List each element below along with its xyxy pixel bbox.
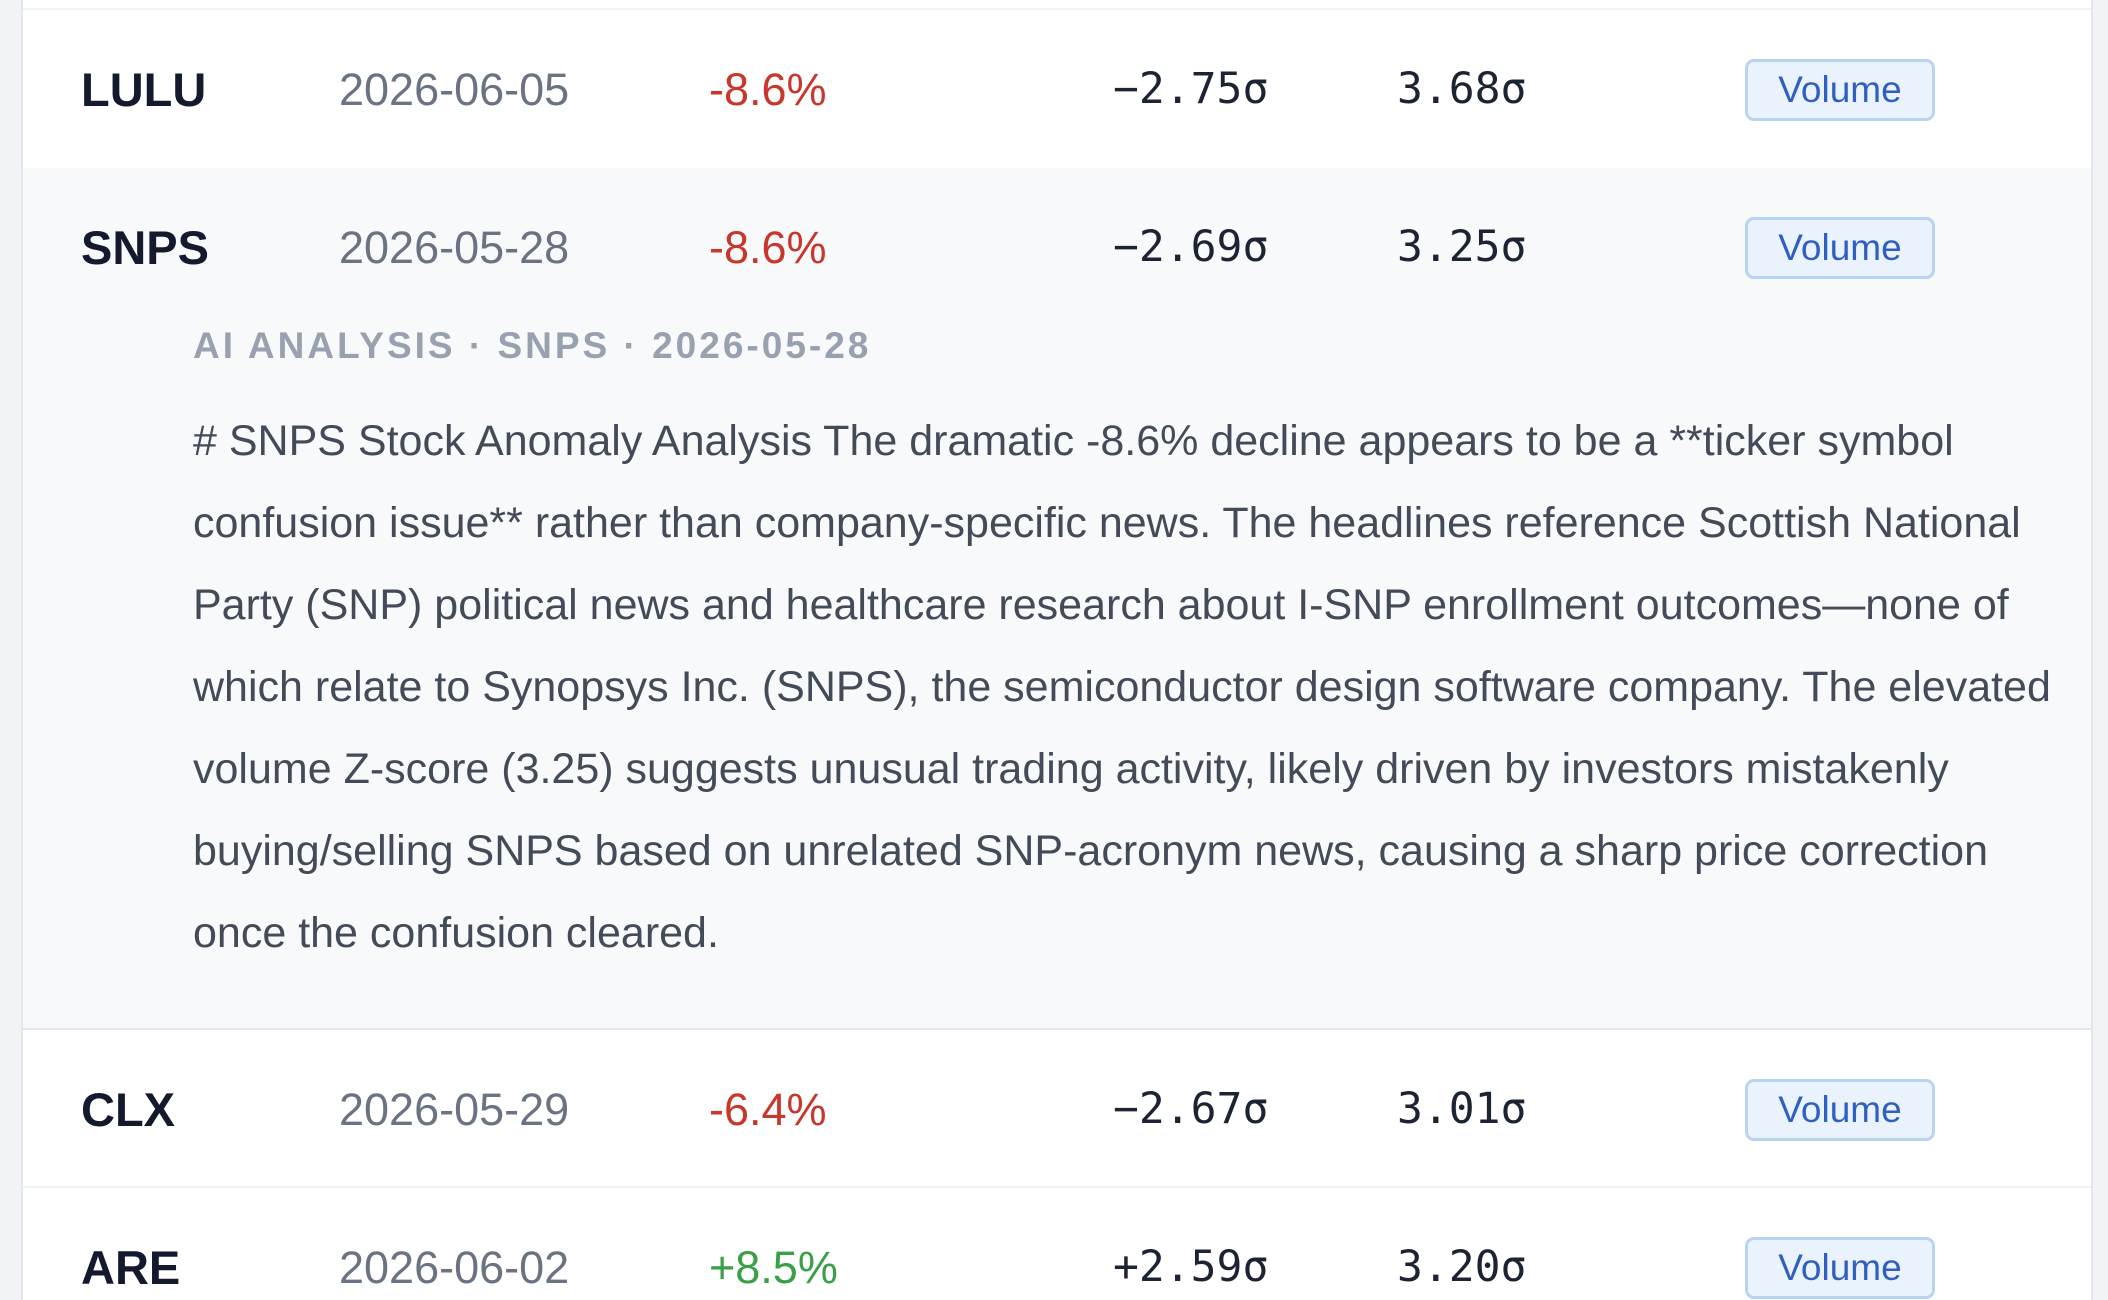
- volume-badge[interactable]: Volume: [1745, 1236, 1935, 1299]
- anomaly-table: LULU 2026-06-05 -8.6% −2.75σ 3.68σ Volum…: [21, 0, 2093, 1300]
- table-top-divider: [23, 8, 2091, 10]
- date-cell: 2026-06-05: [339, 64, 570, 115]
- date-cell: 2026-05-29: [339, 1084, 570, 1135]
- change-cell: -8.6%: [709, 64, 827, 115]
- price-zscore-cell: −2.67σ: [1113, 1084, 1269, 1134]
- change-cell: -8.6%: [709, 222, 827, 273]
- table-row-lulu[interactable]: LULU 2026-06-05 -8.6% −2.75σ 3.68σ Volum…: [23, 10, 2091, 169]
- table-row-clx[interactable]: CLX 2026-05-29 -6.4% −2.67σ 3.01σ Volume: [23, 1030, 2091, 1189]
- table-row-are[interactable]: ARE 2026-06-02 +8.5% +2.59σ 3.20σ Volume: [23, 1188, 2091, 1300]
- ticker-cell: ARE: [81, 1241, 181, 1294]
- ticker-cell: LULU: [81, 63, 207, 116]
- table-row-snps[interactable]: SNPS 2026-05-28 -8.6% −2.69σ 3.25σ Volum…: [23, 168, 2091, 327]
- volume-badge[interactable]: Volume: [1745, 1078, 1935, 1141]
- price-zscore-cell: −2.69σ: [1113, 222, 1269, 272]
- ticker-cell: CLX: [81, 1083, 175, 1136]
- price-zscore-cell: −2.75σ: [1113, 64, 1269, 114]
- volume-zscore-cell: 3.25σ: [1397, 222, 1527, 272]
- row-divider: [23, 1186, 2091, 1188]
- ai-analysis-text: # SNPS Stock Anomaly Analysis The dramat…: [193, 417, 2051, 957]
- price-zscore-cell: +2.59σ: [1113, 1242, 1269, 1292]
- change-cell: +8.5%: [709, 1242, 838, 1293]
- change-cell: -6.4%: [709, 1084, 827, 1135]
- volume-badge[interactable]: Volume: [1745, 58, 1935, 121]
- date-cell: 2026-05-28: [339, 222, 570, 273]
- ticker-cell: SNPS: [81, 221, 209, 274]
- expanded-analysis-panel: [23, 168, 2091, 1030]
- ai-analysis-label: AI ANALYSIS · SNPS · 2026-05-28: [193, 325, 872, 366]
- date-cell: 2026-06-02: [339, 1242, 570, 1293]
- volume-zscore-cell: 3.68σ: [1397, 64, 1527, 114]
- volume-badge[interactable]: Volume: [1745, 216, 1935, 279]
- volume-zscore-cell: 3.01σ: [1397, 1084, 1527, 1134]
- volume-zscore-cell: 3.20σ: [1397, 1242, 1527, 1292]
